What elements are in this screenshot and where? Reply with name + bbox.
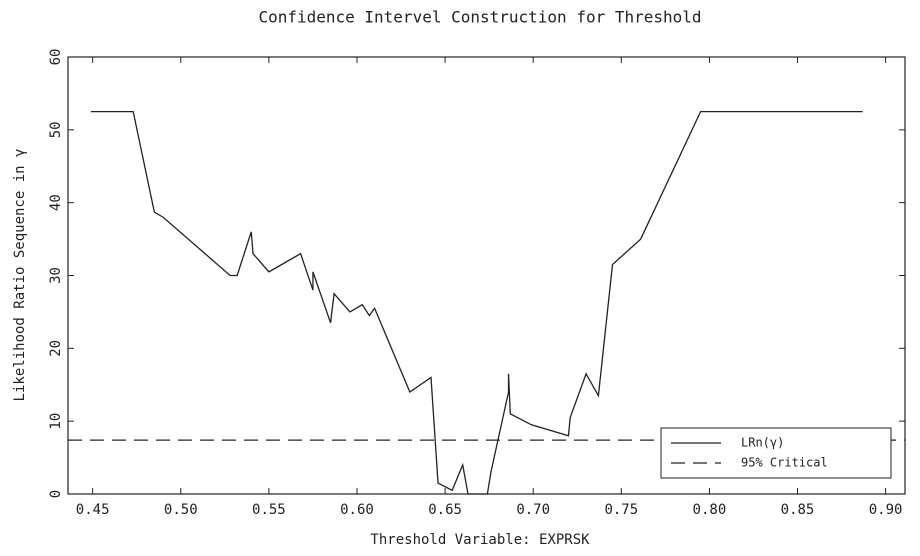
x-tick-label: 0.75 (604, 502, 638, 518)
legend-label: 95% Critical (741, 456, 828, 470)
legend-box (660, 427, 892, 479)
x-tick-label: 0.80 (693, 502, 727, 518)
y-tick-label: 50 (48, 121, 64, 138)
chart-title: Confidence Intervel Construction for Thr… (258, 8, 701, 27)
series-line (90, 110, 863, 495)
plot-frame (67, 56, 906, 495)
y-axis-label: Likelihood Ratio Sequence in γ (12, 149, 28, 402)
x-tick-label: 0.85 (781, 502, 815, 518)
y-tick-label: 20 (48, 340, 64, 357)
y-tick-label: 0 (48, 490, 64, 498)
x-tick-label: 0.70 (516, 502, 550, 518)
x-tick-label: 0.65 (428, 502, 462, 518)
legend-label: LRn(γ) (741, 436, 784, 450)
x-axis-label: Threshold Variable: EXPRSK (370, 532, 590, 548)
x-tick-label: 0.45 (76, 502, 110, 518)
y-tick-label: 60 (48, 49, 64, 66)
x-tick-label: 0.50 (164, 502, 198, 518)
y-tick-label: 30 (48, 267, 64, 284)
y-tick-label: 40 (48, 194, 64, 211)
x-tick-label: 0.55 (252, 502, 286, 518)
x-tick-label: 0.60 (340, 502, 374, 518)
y-tick-label: 10 (48, 413, 64, 430)
x-tick-label: 0.90 (869, 502, 903, 518)
